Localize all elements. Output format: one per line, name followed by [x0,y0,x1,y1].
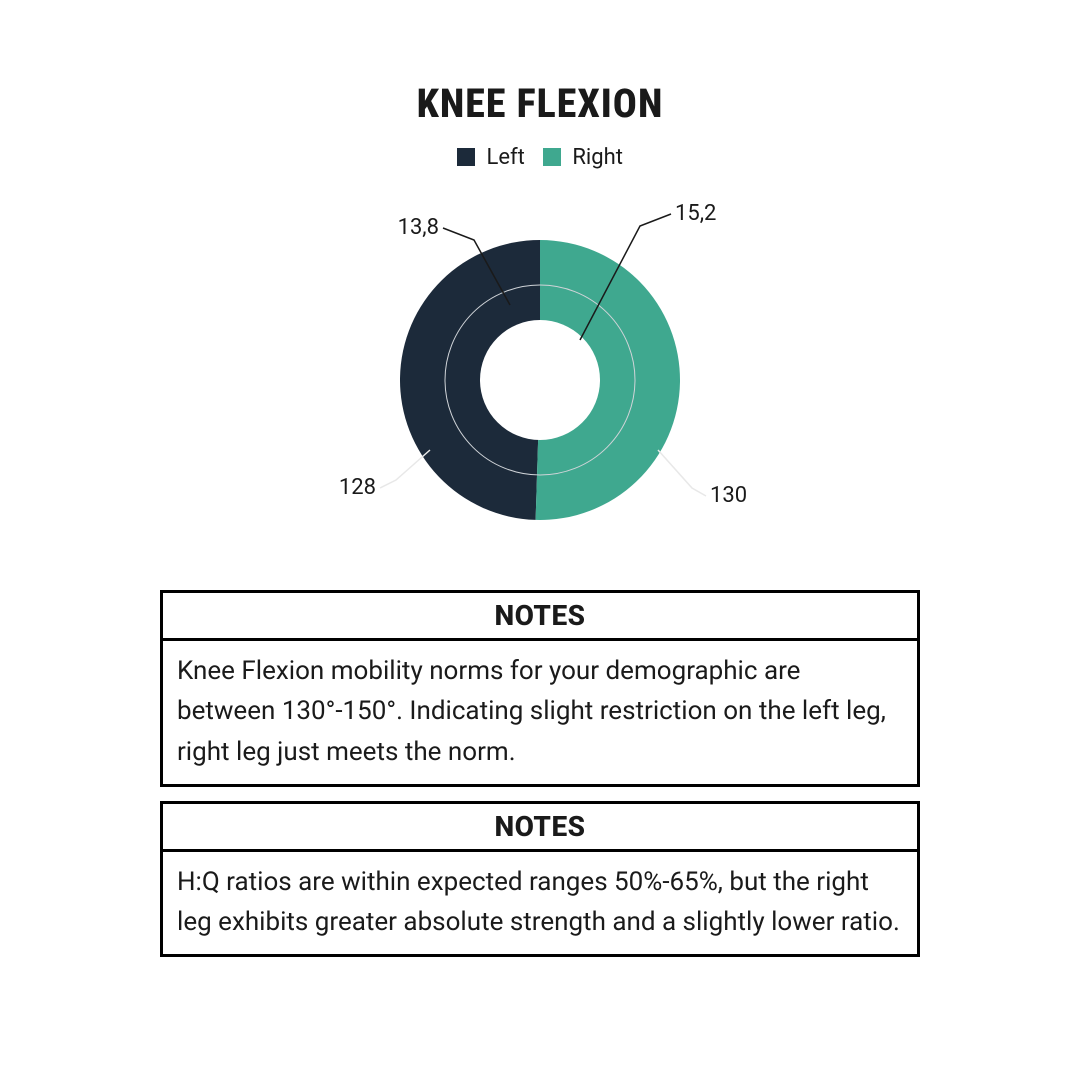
legend-label-left: Left [487,145,525,170]
chart-legend: Left Right [0,145,1080,170]
notes-body-1: Knee Flexion mobility norms for your dem… [163,641,917,784]
donut-chart: 13,8 15,2 128 130 [280,190,800,560]
chart-title: KNEE FLEXION [0,80,1080,127]
value-left-outer: 128 [339,475,376,500]
notes-body-2: H:Q ratios are within expected ranges 50… [163,852,917,955]
notes-box-2: NOTES H:Q ratios are within expected ran… [160,801,920,958]
notes-section: NOTES Knee Flexion mobility norms for yo… [160,590,920,957]
legend-swatch-left [457,148,475,166]
value-right-outer: 130 [710,483,747,508]
value-left-inner: 13,8 [398,215,439,240]
legend-swatch-right [543,148,561,166]
value-right-inner: 15,2 [675,201,716,226]
notes-header-1: NOTES [163,593,917,641]
legend-label-right: Right [572,145,623,170]
donut-hole [480,320,600,440]
notes-box-1: NOTES Knee Flexion mobility norms for yo… [160,590,920,787]
donut-chart-container: 13,8 15,2 128 130 [0,190,1080,560]
notes-header-2: NOTES [163,804,917,852]
legend-item-left: Left [457,145,525,170]
leader-left-outer [380,450,430,488]
legend-item-right: Right [543,145,623,170]
leader-right-outer [658,450,706,496]
report-page: KNEE FLEXION Left Right 13,8 15,2 [0,0,1080,1080]
